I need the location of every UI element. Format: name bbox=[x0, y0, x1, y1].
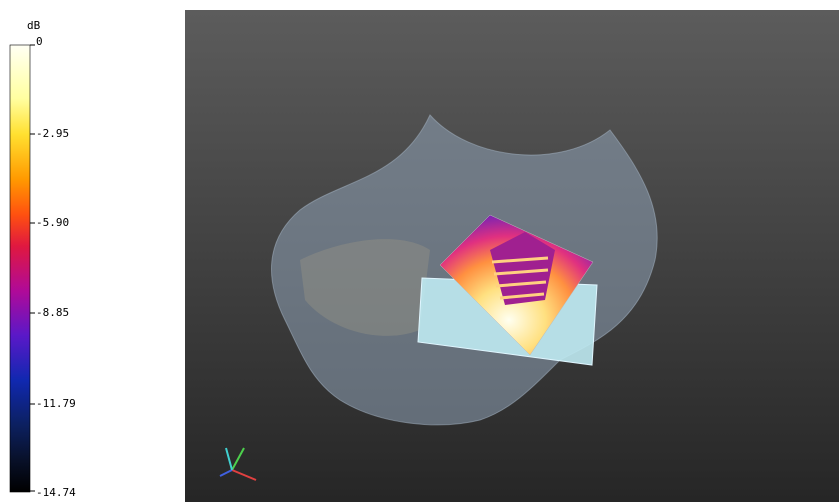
colorbar-tick-label: 0 bbox=[36, 35, 43, 48]
viewport bbox=[185, 10, 839, 502]
colorbar-tick-label: -14.74 bbox=[36, 486, 76, 499]
colorbar-unit: dB bbox=[27, 19, 41, 32]
axis-triad bbox=[219, 447, 257, 481]
envelope-shading bbox=[300, 239, 430, 336]
colorbar-tick-label: -5.90 bbox=[36, 216, 69, 229]
colorbar-tick-label: -11.79 bbox=[36, 397, 76, 410]
colorbar: dB 0 -2.95 -5.90 -8.85 -11.79 -14.74 bbox=[9, 19, 76, 499]
pattern-peak bbox=[490, 232, 555, 305]
colorbar-tick-label: -2.95 bbox=[36, 127, 69, 140]
colorbar-scale bbox=[9, 44, 31, 493]
colorbar-ticks bbox=[30, 44, 35, 492]
colorbar-tick-label: -8.85 bbox=[36, 306, 69, 319]
